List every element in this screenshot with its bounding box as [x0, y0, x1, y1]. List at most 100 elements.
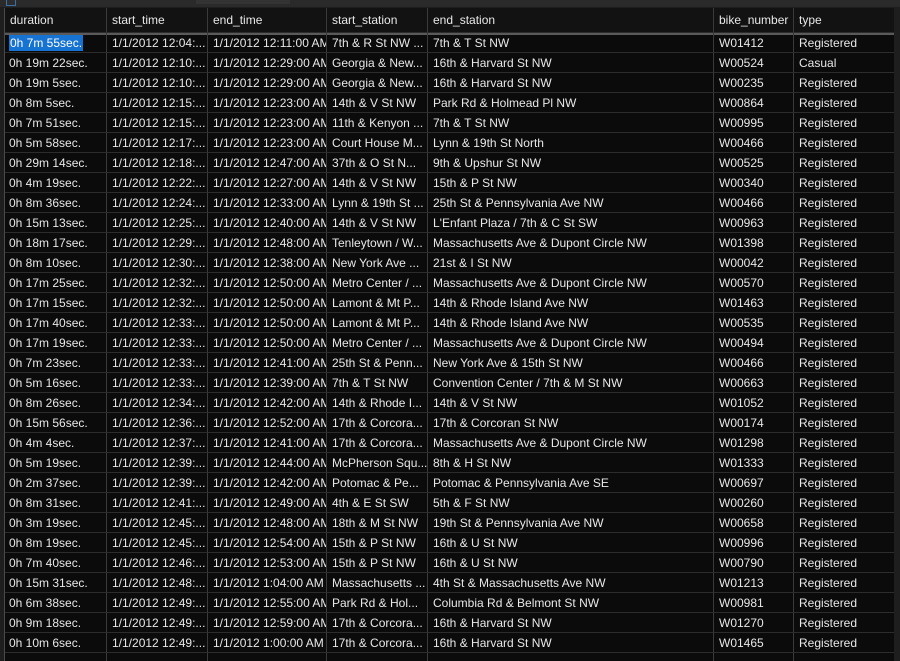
cell-type[interactable]: Registered: [794, 593, 895, 613]
cell-duration[interactable]: 0h 18m 17sec.: [5, 233, 107, 253]
cell-duration[interactable]: 0h 2m 37sec.: [5, 473, 107, 493]
cell-type[interactable]: Registered: [794, 533, 895, 553]
column-header-end-time[interactable]: end_time: [208, 8, 327, 33]
table-row[interactable]: 0h 17m 15sec. 1/1/2012 12:32:... 1/1/2012 …: [5, 293, 895, 313]
cell-start-station[interactable]: Lamont & Mt P...: [327, 313, 428, 333]
cell-end-station[interactable]: 4th St & Massachusetts Ave NW: [428, 573, 714, 593]
cell-duration[interactable]: 0h 8m 10sec.: [5, 253, 107, 273]
cell-bike-number[interactable]: W00963: [714, 213, 794, 233]
column-header-bike-number[interactable]: bike_number: [714, 8, 794, 33]
cell-type[interactable]: Registered: [794, 213, 895, 233]
cell-end-time[interactable]: 1/1/2012 12:50:00 AM: [208, 293, 327, 313]
cell-start-time[interactable]: 1/1/2012 12:46:...: [107, 553, 208, 573]
cell-bike-number[interactable]: W00466: [714, 193, 794, 213]
cell-bike-number[interactable]: W01270: [714, 613, 794, 633]
cell-partial[interactable]: [428, 653, 714, 661]
cell-type[interactable]: Registered: [794, 273, 895, 293]
cell-type[interactable]: Registered: [794, 113, 895, 133]
cell-start-time[interactable]: 1/1/2012 12:45:...: [107, 533, 208, 553]
cell-end-time[interactable]: 1/1/2012 12:44:00 AM: [208, 453, 327, 473]
cell-bike-number[interactable]: W00494: [714, 333, 794, 353]
cell-duration[interactable]: 0h 5m 16sec.: [5, 373, 107, 393]
cell-type[interactable]: Registered: [794, 473, 895, 493]
cell-start-station[interactable]: 25th St & Penn...: [327, 353, 428, 373]
cell-duration[interactable]: 0h 5m 19sec.: [5, 453, 107, 473]
cell-start-station[interactable]: 17th & Corcora...: [327, 433, 428, 453]
cell-bike-number[interactable]: W00535: [714, 313, 794, 333]
cell-type[interactable]: Registered: [794, 333, 895, 353]
cell-bike-number[interactable]: W01398: [714, 233, 794, 253]
cell-duration[interactable]: 0h 15m 31sec.: [5, 573, 107, 593]
cell-end-time[interactable]: 1/1/2012 12:52:00 AM: [208, 413, 327, 433]
cell-end-station[interactable]: Massachusetts Ave & Dupont Circle NW: [428, 433, 714, 453]
cell-duration[interactable]: 0h 19m 5sec.: [5, 73, 107, 93]
table-row[interactable]: 0h 7m 51sec. 1/1/2012 12:15:... 1/1/2012 1…: [5, 113, 895, 133]
table-row[interactable]: 0h 3m 19sec. 1/1/2012 12:45:... 1/1/2012 1…: [5, 513, 895, 533]
table-row[interactable]: 0h 15m 13sec. 1/1/2012 12:25:... 1/1/2012 …: [5, 213, 895, 233]
table-row[interactable]: 0h 10m 6sec. 1/1/2012 12:49:... 1/1/2012 1…: [5, 633, 895, 653]
cell-start-time[interactable]: 1/1/2012 12:45:...: [107, 513, 208, 533]
cell-type[interactable]: Registered: [794, 453, 895, 473]
grid-scroll-edge[interactable]: [894, 8, 900, 661]
cell-end-station[interactable]: 21st & I St NW: [428, 253, 714, 273]
table-row[interactable]: 0h 15m 31sec. 1/1/2012 12:48:... 1/1/2012 …: [5, 573, 895, 593]
cell-partial[interactable]: [208, 653, 327, 661]
cell-type[interactable]: Casual: [794, 53, 895, 73]
cell-end-time[interactable]: 1/1/2012 12:42:00 AM: [208, 473, 327, 493]
cell-start-time[interactable]: 1/1/2012 12:37:...: [107, 433, 208, 453]
cell-end-time[interactable]: 1/1/2012 12:33:00 AM: [208, 193, 327, 213]
table-row[interactable]: 0h 8m 31sec. 1/1/2012 12:41:... 1/1/2012 1…: [5, 493, 895, 513]
cell-type[interactable]: Registered: [794, 33, 895, 53]
cell-bike-number[interactable]: W00864: [714, 93, 794, 113]
cell-end-time[interactable]: 1/1/2012 12:50:00 AM: [208, 313, 327, 333]
cell-end-station[interactable]: 16th & U St NW: [428, 533, 714, 553]
cell-start-station[interactable]: Lynn & 19th St ...: [327, 193, 428, 213]
cell-start-time[interactable]: 1/1/2012 12:32:...: [107, 293, 208, 313]
cell-end-time[interactable]: 1/1/2012 12:48:00 AM: [208, 513, 327, 533]
column-header-type[interactable]: type: [794, 8, 895, 33]
cell-end-station[interactable]: 7th & T St NW: [428, 33, 714, 53]
cell-start-time[interactable]: 1/1/2012 12:17:...: [107, 133, 208, 153]
cell-start-station[interactable]: Metro Center / ...: [327, 273, 428, 293]
cell-duration[interactable]: 0h 8m 19sec.: [5, 533, 107, 553]
column-header-start-time[interactable]: start_time: [107, 8, 208, 33]
cell-type[interactable]: Registered: [794, 313, 895, 333]
cell-duration[interactable]: 0h 7m 40sec.: [5, 553, 107, 573]
cell-start-time[interactable]: 1/1/2012 12:49:...: [107, 613, 208, 633]
table-row[interactable]: 0h 5m 58sec. 1/1/2012 12:17:... 1/1/2012 1…: [5, 133, 895, 153]
cell-end-time[interactable]: 1/1/2012 12:49:00 AM: [208, 493, 327, 513]
cell-end-time[interactable]: 1/1/2012 12:41:00 AM: [208, 433, 327, 453]
table-row[interactable]: 0h 5m 19sec. 1/1/2012 12:39:... 1/1/2012 1…: [5, 453, 895, 473]
cell-bike-number[interactable]: W01213: [714, 573, 794, 593]
cell-bike-number[interactable]: W00235: [714, 73, 794, 93]
column-header-end-station[interactable]: end_station: [428, 8, 714, 33]
cell-end-time[interactable]: 1/1/2012 12:40:00 AM: [208, 213, 327, 233]
cell-duration[interactable]: 0h 4m 4sec.: [5, 433, 107, 453]
cell-end-station[interactable]: Convention Center / 7th & M St NW: [428, 373, 714, 393]
cell-duration[interactable]: 0h 7m 51sec.: [5, 113, 107, 133]
cell-type[interactable]: Registered: [794, 373, 895, 393]
cell-bike-number[interactable]: W00466: [714, 353, 794, 373]
cell-start-time[interactable]: 1/1/2012 12:10:...: [107, 53, 208, 73]
table-row[interactable]: 0h 17m 40sec. 1/1/2012 12:33:... 1/1/2012 …: [5, 313, 895, 333]
cell-end-time[interactable]: 1/1/2012 12:59:00 AM: [208, 613, 327, 633]
table-row[interactable]: 0h 15m 56sec. 1/1/2012 12:36:... 1/1/2012 …: [5, 413, 895, 433]
cell-end-time[interactable]: 1/1/2012 12:55:00 AM: [208, 593, 327, 613]
cell-start-time[interactable]: 1/1/2012 12:18:...: [107, 153, 208, 173]
cell-partial[interactable]: [107, 653, 208, 661]
cell-end-station[interactable]: 17th & Corcoran St NW: [428, 413, 714, 433]
cell-end-station[interactable]: 15th & P St NW: [428, 173, 714, 193]
cell-type[interactable]: Registered: [794, 553, 895, 573]
cell-bike-number[interactable]: W00340: [714, 173, 794, 193]
cell-end-time[interactable]: 1/1/2012 12:50:00 AM: [208, 333, 327, 353]
cell-end-station[interactable]: 9th & Upshur St NW: [428, 153, 714, 173]
cell-start-time[interactable]: 1/1/2012 12:25:...: [107, 213, 208, 233]
cell-type[interactable]: Registered: [794, 133, 895, 153]
cell-start-station[interactable]: 14th & Rhode I...: [327, 393, 428, 413]
cell-partial[interactable]: [794, 653, 895, 661]
cell-start-time[interactable]: 1/1/2012 12:49:...: [107, 593, 208, 613]
cell-duration[interactable]: 0h 10m 6sec.: [5, 633, 107, 653]
cell-start-station[interactable]: 17th & Corcora...: [327, 413, 428, 433]
cell-duration[interactable]: 0h 17m 19sec.: [5, 333, 107, 353]
cell-duration[interactable]: 0h 17m 40sec.: [5, 313, 107, 333]
